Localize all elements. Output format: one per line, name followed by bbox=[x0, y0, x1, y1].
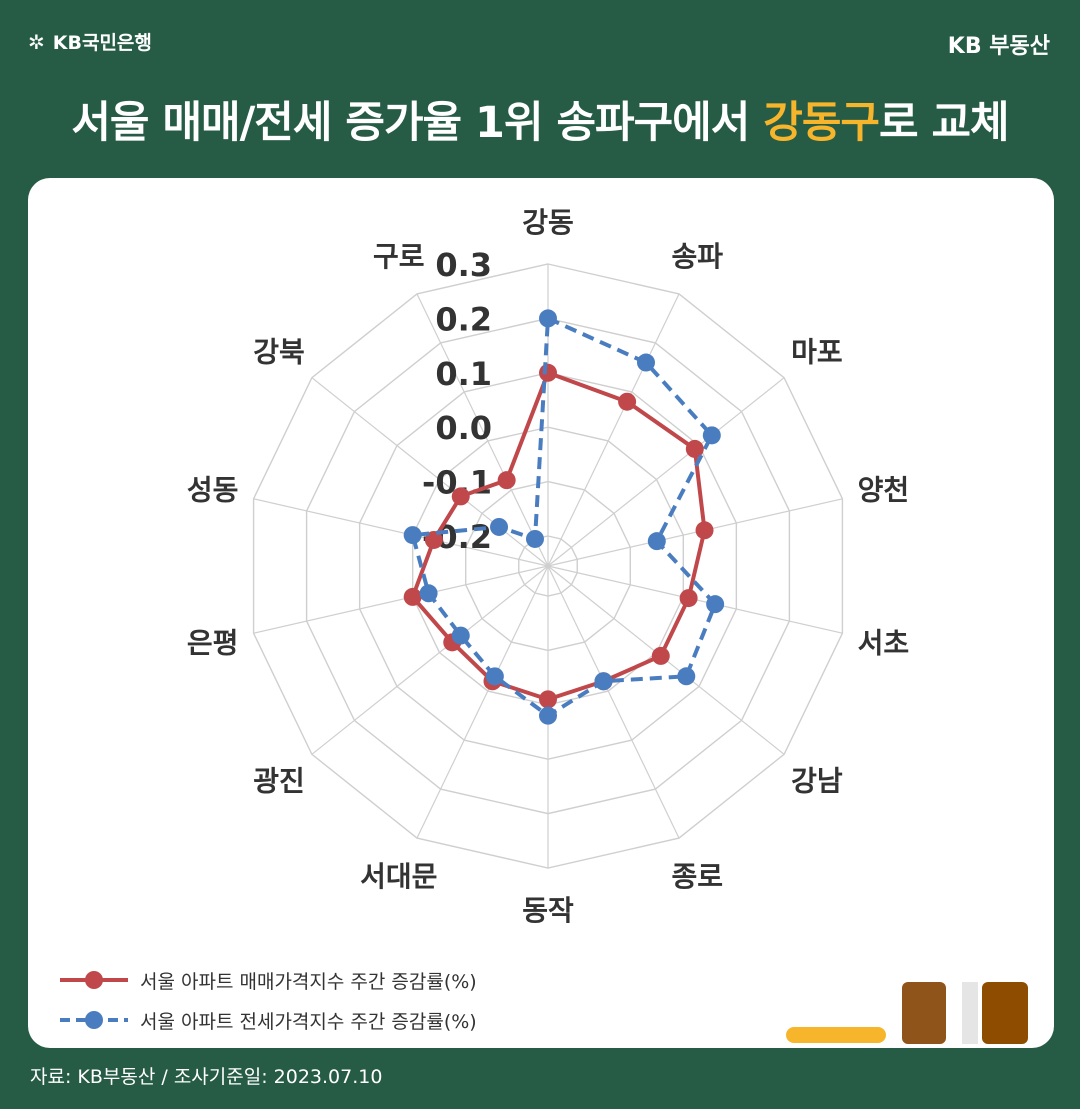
tick-label: 0.3 bbox=[435, 246, 492, 284]
tick-label: 0.2 bbox=[435, 300, 492, 338]
data-point-jeonse bbox=[677, 667, 696, 686]
title-pre: 서울 매매/전세 증가율 1위 송파구에서 bbox=[71, 98, 764, 148]
grid-spoke bbox=[547, 565, 680, 839]
legend-item-jeonse: 서울 아파트 전세가격지수 주간 증감률(%) bbox=[60, 1000, 477, 1040]
data-point-sale bbox=[685, 439, 704, 458]
grid-spoke bbox=[311, 565, 549, 755]
decor-dark-brown-block bbox=[982, 982, 1028, 1044]
data-point-sale bbox=[618, 392, 637, 411]
data-point-jeonse bbox=[525, 529, 544, 548]
grid-spoke bbox=[416, 293, 549, 567]
legend-item-sale: 서울 아파트 매매가격지수 주간 증감률(%) bbox=[60, 960, 477, 1000]
decor-brown-block bbox=[902, 982, 946, 1044]
grid-spoke bbox=[311, 377, 549, 567]
data-point-sale bbox=[497, 471, 516, 490]
data-point-sale bbox=[679, 589, 698, 608]
data-point-jeonse bbox=[485, 667, 504, 686]
axis-label: 강북 bbox=[253, 336, 305, 369]
source-note: 자료: KB부동산 / 조사기준일: 2023.07.10 bbox=[30, 1066, 383, 1088]
axis-label: 마포 bbox=[791, 336, 843, 369]
axis-label: 강남 bbox=[791, 764, 843, 797]
decor-gray-strip bbox=[962, 982, 978, 1044]
data-point-jeonse bbox=[539, 706, 557, 725]
data-point-sale bbox=[403, 587, 422, 606]
page-title: 서울 매매/전세 증가율 1위 송파구에서 강동구로 교체 bbox=[0, 88, 1080, 150]
logo-text: KB국민은행 bbox=[52, 32, 152, 54]
data-point-sale bbox=[451, 487, 470, 506]
grid-spoke bbox=[253, 565, 549, 634]
data-point-sale bbox=[695, 521, 714, 540]
tick-label: 0.0 bbox=[435, 409, 492, 447]
tick-label: 0.1 bbox=[435, 355, 492, 393]
axis-label: 종로 bbox=[671, 860, 723, 893]
legend-label-jeonse: 서울 아파트 전세가격지수 주간 증감률(%) bbox=[140, 1010, 477, 1033]
decor-yellow-bar bbox=[786, 1027, 886, 1043]
data-point-jeonse bbox=[490, 517, 509, 536]
data-point-jeonse bbox=[539, 309, 557, 328]
chart-legend: 서울 아파트 매매가격지수 주간 증감률(%) 서울 아파트 전세가격지수 주간… bbox=[60, 960, 477, 1040]
grid-spoke bbox=[547, 377, 785, 567]
data-point-jeonse bbox=[451, 626, 470, 645]
axis-label: 송파 bbox=[671, 240, 723, 273]
data-point-jeonse bbox=[702, 426, 721, 445]
data-point-jeonse bbox=[636, 353, 655, 372]
data-point-sale bbox=[651, 646, 670, 665]
legend-swatch-jeonse bbox=[60, 1011, 128, 1029]
axis-label: 양천 bbox=[858, 473, 910, 506]
axis-label: 서초 bbox=[858, 627, 910, 660]
grid-spoke bbox=[416, 565, 549, 839]
axis-label: 서대문 bbox=[360, 860, 437, 893]
grid-spoke bbox=[547, 498, 843, 567]
data-point-jeonse bbox=[419, 584, 438, 603]
brand-label: KB 부동산 bbox=[947, 34, 1050, 59]
data-point-jeonse bbox=[403, 526, 422, 545]
data-point-jeonse bbox=[594, 672, 613, 691]
data-point-jeonse bbox=[706, 595, 725, 614]
legend-swatch-sale bbox=[60, 971, 128, 989]
title-highlight: 강동구 bbox=[763, 98, 880, 148]
data-point-sale bbox=[539, 690, 557, 709]
data-point-sale bbox=[539, 363, 557, 382]
top-bar: ✲ KB국민은행 KB 부동산 bbox=[0, 0, 1080, 80]
kb-bank-logo: ✲ KB국민은행 bbox=[28, 28, 152, 55]
grid-spoke bbox=[547, 293, 680, 567]
data-point-jeonse bbox=[647, 532, 666, 551]
axis-label: 동작 bbox=[522, 894, 574, 927]
legend-label-sale: 서울 아파트 매매가격지수 주간 증감률(%) bbox=[140, 970, 477, 993]
axis-label: 은평 bbox=[187, 627, 239, 660]
kb-star-icon: ✲ bbox=[28, 29, 45, 54]
grid-spoke bbox=[253, 498, 549, 567]
axis-label: 강동 bbox=[522, 206, 574, 239]
axis-label: 구로 bbox=[373, 240, 425, 273]
title-post: 로 교체 bbox=[878, 98, 1010, 148]
axis-label: 성동 bbox=[187, 473, 239, 506]
axis-label: 광진 bbox=[253, 764, 305, 797]
